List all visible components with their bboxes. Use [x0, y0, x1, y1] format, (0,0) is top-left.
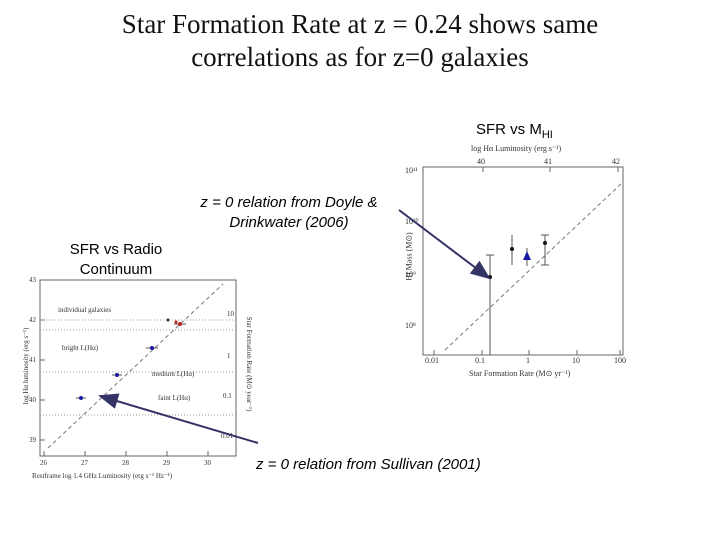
- blue-point: [79, 396, 83, 400]
- top-tick-label: 41: [544, 157, 552, 166]
- slide-title: Star Formation Rate at z = 0.24 shows sa…: [0, 8, 720, 74]
- red-point: [178, 322, 182, 326]
- label-doyle-line-2: Drinkwater (2006): [229, 214, 349, 231]
- triangle-point: [523, 251, 531, 260]
- title-line-2: correlations as for z=0 galaxies: [191, 42, 529, 72]
- label-radio: SFR vs Radio Continuum: [50, 240, 182, 280]
- plot-frame: [39, 279, 237, 457]
- red-point: [174, 320, 178, 324]
- label-sfr-vs-hi-sub: HI: [541, 129, 553, 141]
- sfr-hi-plot-svg: [422, 166, 624, 356]
- x-tick-label: 10: [572, 356, 580, 365]
- x-tick-label: 28: [122, 459, 129, 467]
- y-tick-label: 43: [29, 276, 36, 284]
- label-doyle-line-1: z = 0 relation from Doyle &: [200, 194, 378, 211]
- data-point: [166, 318, 170, 322]
- top-tick-label: 40: [477, 157, 485, 166]
- label-sfr-vs-hi-main: SFR vs M: [476, 121, 542, 138]
- y-tick-label: 40: [29, 396, 36, 404]
- relation-line: [47, 283, 224, 449]
- plot-frame: [422, 166, 624, 356]
- x-tick-label: 29: [163, 459, 170, 467]
- x-axis-label: Star Formation Rate (M⊙ yr⁻¹): [469, 369, 571, 378]
- x-tick-label: 27: [81, 459, 88, 467]
- label-doyle: z = 0 relation from Doyle & Drinkwater (…: [178, 193, 400, 233]
- blue-point: [115, 373, 119, 377]
- y-tick-label: 10¹¹: [405, 166, 418, 175]
- y-tick-label: 41: [29, 356, 36, 364]
- x-tick-label: 26: [40, 459, 47, 467]
- doyle-arrow: [398, 209, 491, 280]
- annotation-individual: individual galaxies: [58, 306, 112, 314]
- top-tick-label: 42: [612, 157, 620, 166]
- data-point: [510, 247, 514, 251]
- x-tick-label: 0.01: [425, 356, 439, 365]
- y-tick-label: 42: [29, 316, 36, 324]
- right-tick-label: 1: [227, 352, 231, 360]
- title-line-1: Star Formation Rate at z = 0.24 shows sa…: [121, 9, 599, 39]
- sfr-radio-plot-svg: [39, 279, 237, 457]
- data-point: [543, 241, 547, 245]
- label-sfr-vs-hi: SFR vs MHI: [476, 121, 553, 141]
- sfr-hi-plot: log Hα Luminosity (erg s⁻¹) 40 41 42 10¹…: [405, 140, 635, 385]
- annotation-faint: faint L(Hα): [158, 394, 191, 402]
- x-tick-label: 100: [614, 356, 626, 365]
- annotation-bright: bright L(Hα): [62, 344, 99, 352]
- top-axis-label: log Hα Luminosity (erg s⁻¹): [471, 144, 562, 153]
- y-tick-label: 10⁸: [405, 321, 416, 330]
- sfr-radio-plot: 43 42 41 40 39 log Hα luminosity (erg s⁻…: [18, 272, 268, 487]
- x-tick-label: 1: [526, 356, 530, 365]
- blue-point: [150, 346, 154, 350]
- label-sullivan: z = 0 relation from Sullivan (2001): [256, 456, 481, 473]
- x-tick-label: 30: [204, 459, 211, 467]
- right-tick-label: 0.01: [221, 432, 234, 440]
- sullivan-arrow: [98, 393, 259, 444]
- right-tick-label: 10: [227, 310, 234, 318]
- y-tick-label: 39: [29, 436, 36, 444]
- relation-line: [444, 181, 624, 351]
- label-radio-line-2: Continuum: [79, 261, 153, 278]
- right-tick-label: 0.1: [223, 392, 232, 400]
- y-tick-label: 10⁹: [405, 270, 416, 279]
- label-radio-line-1: SFR vs Radio: [69, 241, 163, 258]
- x-axis-label: Restframe log 1.4 GHz Luminosity (erg s⁻…: [32, 472, 173, 480]
- annotation-medium: medium L(Hα): [152, 370, 195, 378]
- x-tick-label: 0.1: [475, 356, 485, 365]
- y-tick-label: 10¹⁰: [405, 217, 419, 226]
